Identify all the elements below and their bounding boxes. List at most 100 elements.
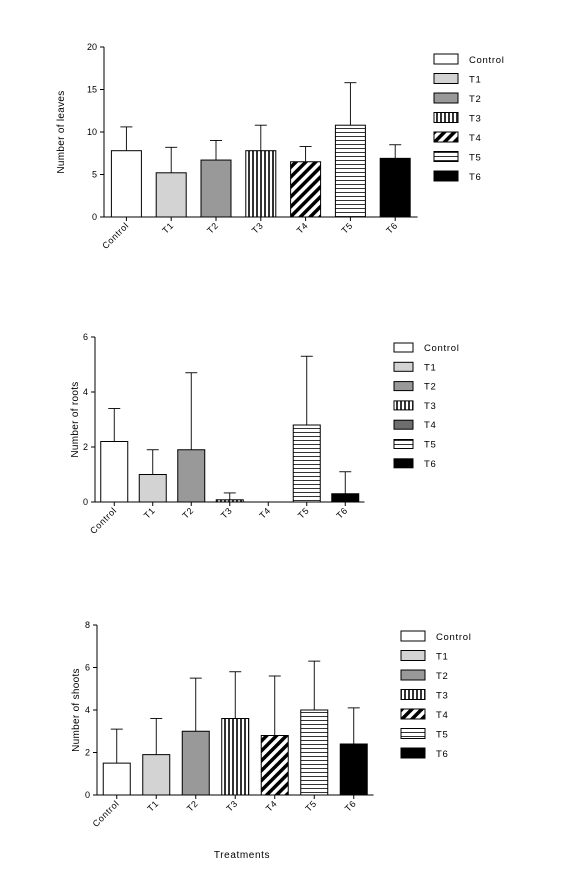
bar-t2	[177, 449, 206, 503]
legend-label: Control	[436, 632, 472, 643]
x-tick-label: T4	[295, 220, 310, 235]
legend-swatch	[433, 92, 459, 104]
y-tick-label: 10	[87, 127, 97, 137]
x-tick-label: T4	[257, 505, 272, 520]
legend-label: Control	[424, 343, 460, 354]
y-tick-label: 8	[85, 620, 90, 630]
x-tick-label: T3	[224, 798, 239, 813]
legend-swatch	[433, 151, 459, 162]
bar-t5	[334, 124, 366, 218]
legend-swatch	[393, 419, 414, 430]
y-tick-label: 4	[85, 705, 90, 715]
y-tick-label: 4	[83, 387, 88, 397]
bar-control	[110, 150, 142, 218]
bar-t3	[245, 150, 277, 218]
legend-swatch	[400, 689, 426, 700]
legend-swatch	[393, 458, 414, 469]
x-tick-label: T2	[205, 220, 220, 235]
legend-label: T6	[436, 749, 449, 760]
legend-label: T5	[436, 730, 449, 741]
legend-swatch	[400, 728, 426, 739]
x-tick-label: T2	[185, 798, 200, 813]
legend-label: T5	[424, 440, 437, 451]
legend-label: Control	[469, 55, 505, 66]
x-tick-label: T5	[339, 220, 354, 235]
bar-t2	[200, 159, 232, 218]
bar-t6	[339, 743, 368, 796]
y-tick-label: 0	[83, 497, 88, 507]
legend-label: T3	[436, 691, 449, 702]
x-tick-label: T3	[219, 505, 234, 520]
bar-t5	[292, 424, 321, 503]
bar-control	[100, 441, 129, 503]
legend-swatch	[393, 381, 414, 392]
legend: Control T1 T2 T3 T4 T5 T6	[433, 53, 505, 183]
bar-t3	[221, 718, 250, 796]
legend-label: T5	[469, 153, 482, 164]
x-tick-label: T1	[142, 505, 157, 520]
legend-label: T2	[424, 382, 437, 393]
x-tick-label: T5	[303, 798, 318, 813]
x-tick-label: T3	[250, 220, 265, 235]
legend-swatch	[433, 53, 459, 65]
bar-t3	[215, 499, 244, 503]
bar-t6	[379, 157, 411, 218]
legend-label: T4	[424, 420, 437, 431]
y-tick-label: 0	[92, 212, 97, 222]
y-tick-label: 20	[87, 42, 97, 52]
y-tick-label: 6	[85, 663, 90, 673]
y-tick-label: 15	[87, 85, 97, 95]
legend-swatch	[393, 342, 414, 353]
legend-swatch	[400, 708, 426, 720]
legend-label: T6	[424, 459, 437, 470]
bar-t4	[260, 735, 289, 796]
legend-swatch	[400, 630, 426, 642]
y-axis-title: Number of roots	[70, 381, 81, 457]
legend-label: T3	[469, 114, 482, 125]
legend-swatch	[400, 650, 426, 661]
y-tick-label: 0	[85, 790, 90, 800]
bar-t6	[331, 493, 360, 503]
bar-t1	[138, 474, 167, 503]
legend-swatch	[433, 112, 459, 123]
y-axis-title: Number of shoots	[71, 668, 82, 752]
legend-swatch	[400, 669, 426, 681]
bar-t1	[155, 172, 187, 218]
x-tick-label: T6	[334, 505, 349, 520]
x-tick-label: Control	[91, 798, 122, 829]
legend-swatch	[433, 170, 459, 182]
legend-swatch	[433, 73, 459, 84]
legend-swatch	[400, 747, 426, 759]
legend-label: T1	[469, 75, 482, 86]
y-tick-label: 2	[85, 748, 90, 758]
legend-label: T6	[469, 172, 482, 183]
x-tick-label: T1	[145, 798, 160, 813]
chart-panel-3: 0 2 4 6 8 Number of shoots Control T1 T2 T3 T4 T5 T6…	[71, 620, 472, 861]
bar-t4	[290, 161, 322, 218]
legend-label: T1	[436, 652, 449, 663]
x-axis-title: Treatments	[214, 850, 270, 861]
y-axis-title: Number of leaves	[56, 90, 67, 173]
legend-label: T4	[436, 710, 449, 721]
legend: Control T1 T2 T3 T4 T5 T6	[400, 630, 472, 760]
x-tick-label: T2	[180, 505, 195, 520]
bar-t2	[181, 730, 210, 796]
legend-swatch	[433, 131, 459, 143]
y-tick-label: 2	[83, 442, 88, 452]
x-tick-label: Control	[88, 505, 119, 536]
y-tick-label: 5	[92, 170, 97, 180]
chart-panel-2: 0 2 4 6 Number of roots Control T1 T2 T3 T4 T5 T6 Co…	[70, 332, 460, 536]
chart-panel-1: 0 5 10 15 20 Number of leaves Control T1 T2 T3 T4 T…	[56, 42, 505, 251]
legend-label: T2	[436, 671, 449, 682]
x-tick-label: T6	[384, 220, 399, 235]
x-tick-label: T1	[160, 220, 175, 235]
y-tick-label: 6	[83, 332, 88, 342]
bar-t1	[142, 754, 171, 796]
bar-control	[102, 762, 131, 796]
x-tick-label: Control	[100, 220, 131, 251]
legend: Control T1 T2 T3 T4 T5 T6	[393, 342, 460, 470]
legend-swatch	[393, 439, 414, 449]
legend-swatch	[393, 400, 414, 411]
